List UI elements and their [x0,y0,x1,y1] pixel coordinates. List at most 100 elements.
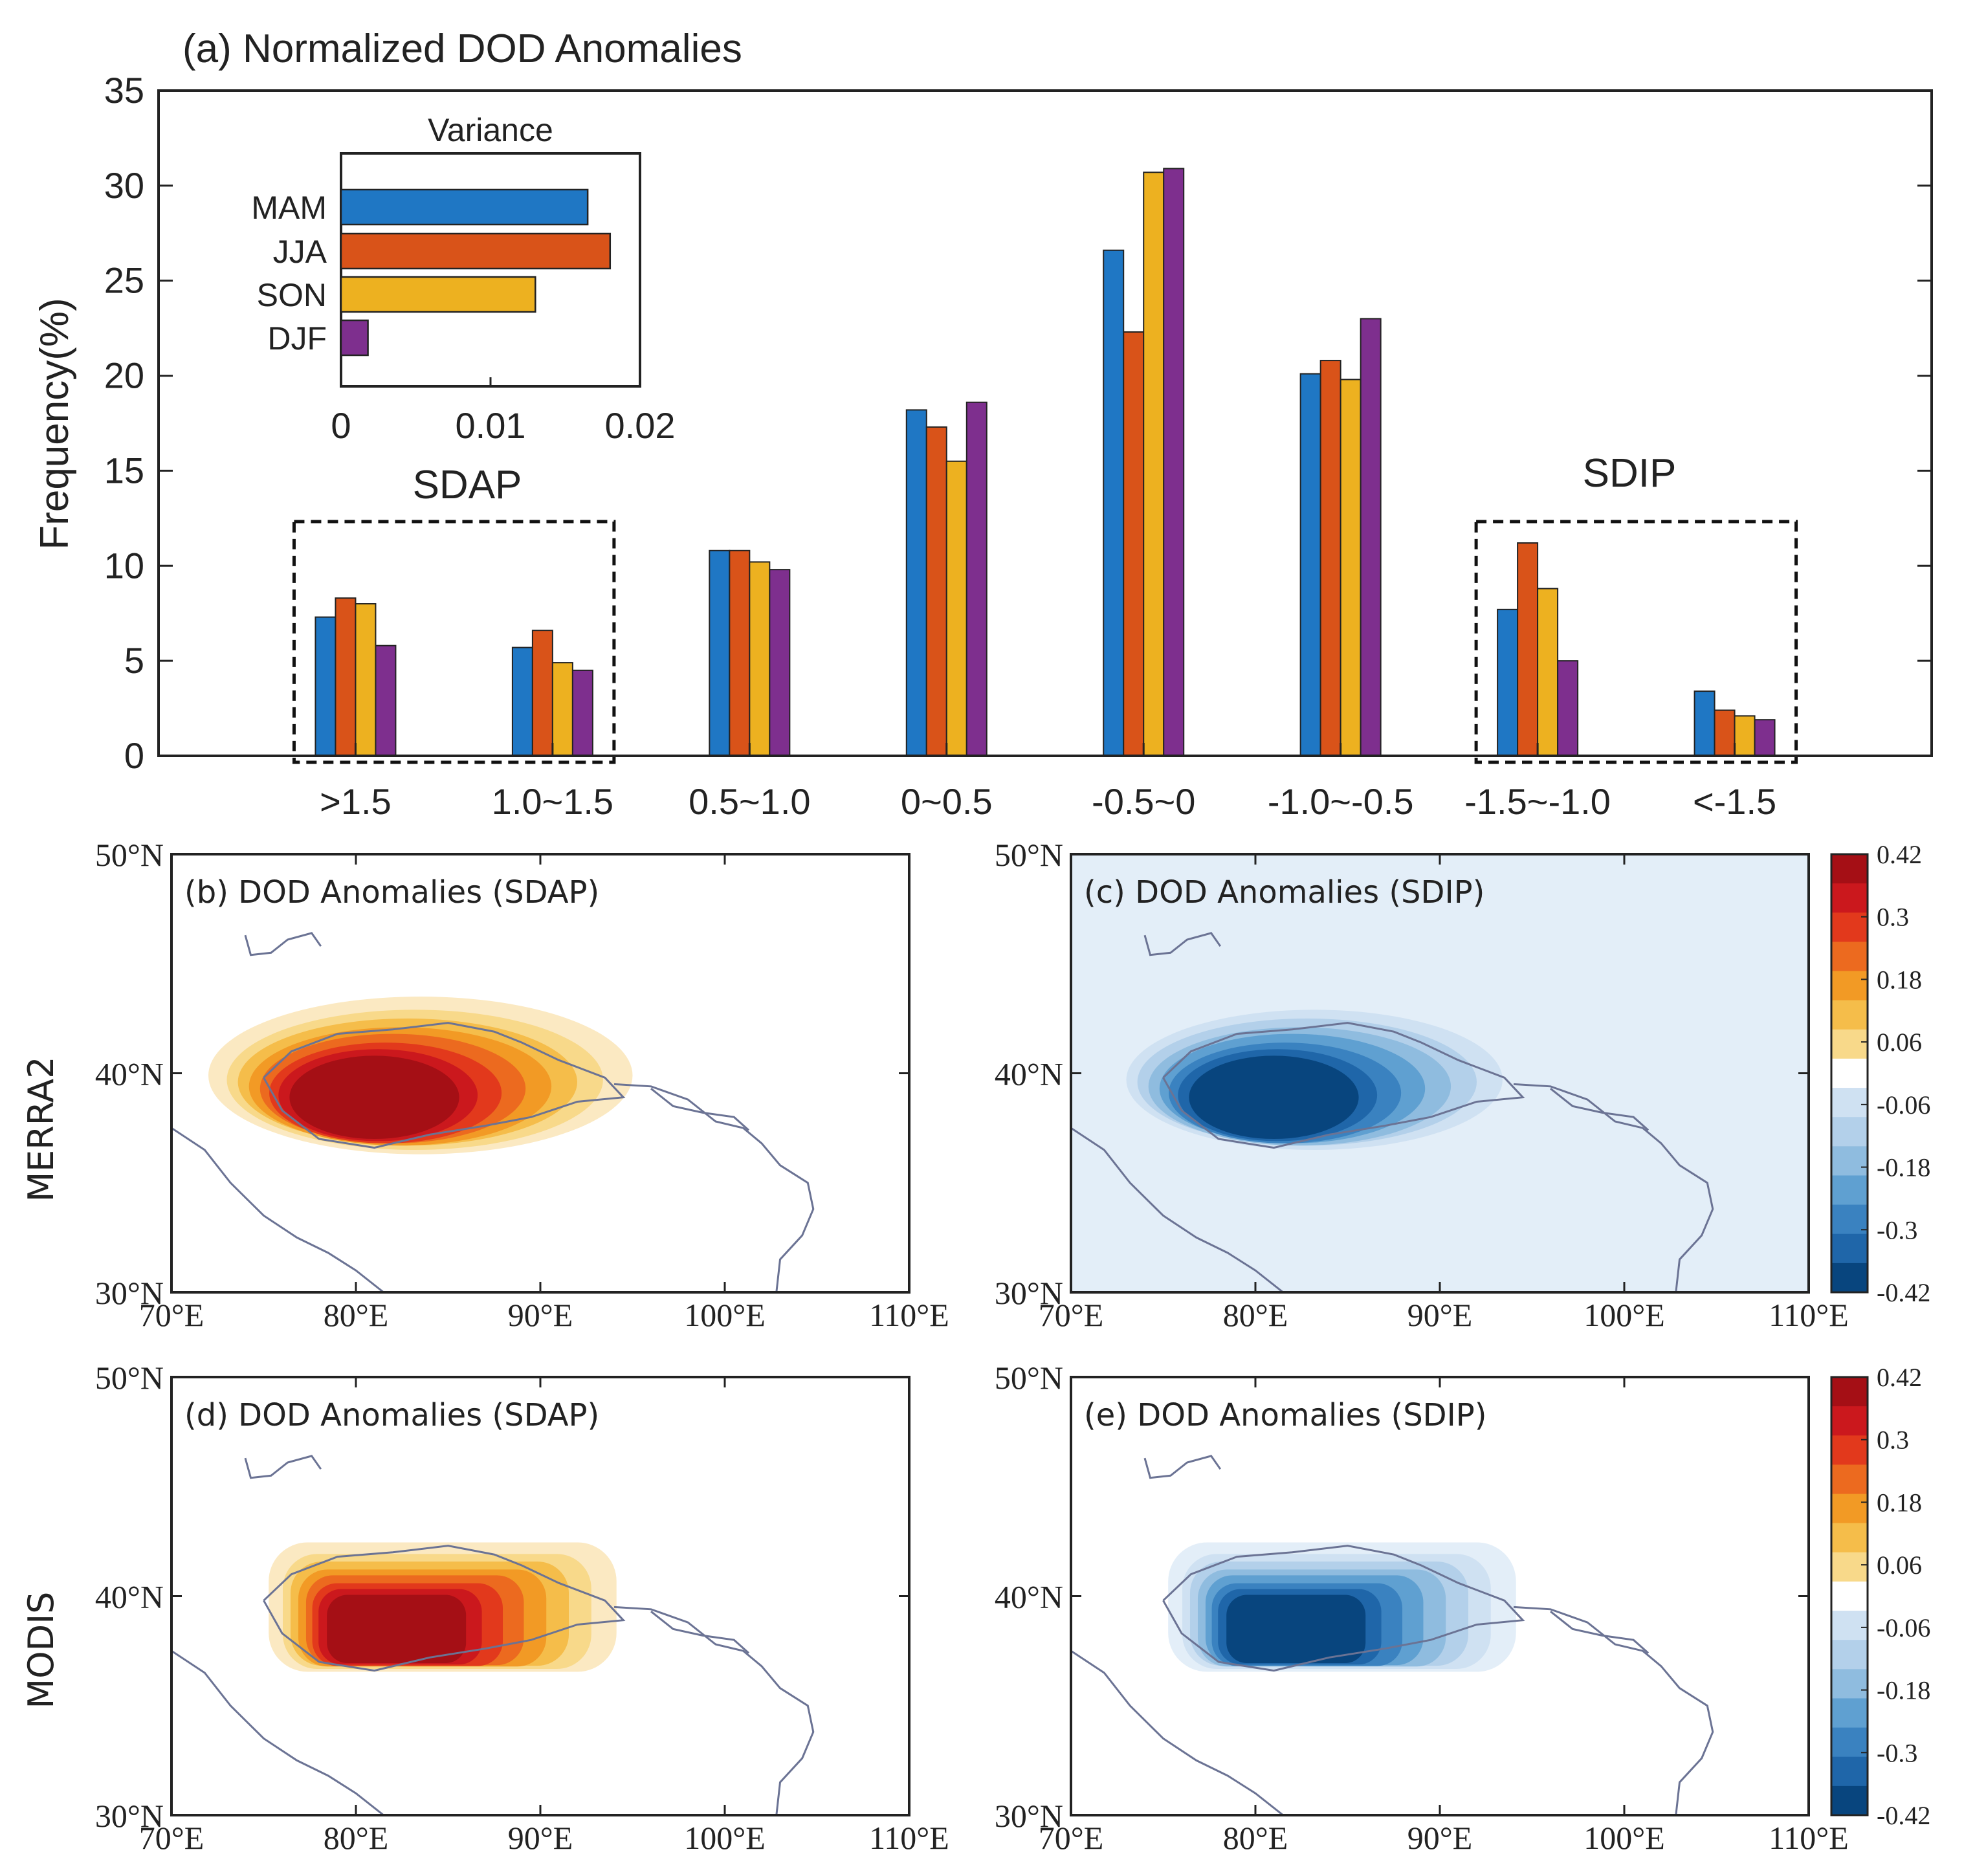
x-tick-label: 0.5~1.0 [689,781,810,822]
y-tick-label: 35 [104,70,144,111]
lat-tick-label: 50°N [95,837,164,873]
inset-x-tick-label: 0.02 [605,405,676,446]
terrain-contour [650,1088,749,1131]
colorbar-swatch [1831,1523,1868,1553]
y-tick-label: 10 [104,545,144,586]
map-panel-title: (b) DOD Anomalies (SDAP) [184,874,599,910]
terrain-contour [263,1022,626,1149]
colorbar-swatch [1831,1117,1868,1147]
bar-djf [1360,318,1382,756]
colorbar-tick-label: -0.3 [1877,1215,1917,1244]
x-tick-label: >1.5 [320,781,392,822]
bar-mam [1299,373,1321,756]
terrain-contour [1143,932,1222,956]
field-level [1189,1055,1359,1140]
colorbar-swatch [1831,912,1868,942]
bar-son [1537,588,1559,756]
map-panel-d: (d) DOD Anomalies (SDAP) 50°N 40°N 30°N70°E… [95,1360,949,1856]
y-tick-label: 25 [104,260,144,301]
terrain-contour [263,1545,626,1672]
y-axis-ticks: 0 5 10 15 20 25 30 35 [104,70,1932,776]
colorbar-swatch [1831,1263,1868,1293]
bar-mam [1103,249,1125,757]
lon-tick-label: 80°E [1223,1820,1288,1856]
inset-category-label: DJF [267,320,327,357]
colorbar-tick-label: 0.42 [1877,1363,1922,1392]
y-tick-label: 15 [104,450,144,491]
chart-title: (a) Normalized DOD Anomalies [182,27,742,71]
inset-category-label: SON [257,277,327,313]
y-axis-label: Frequency(%) [32,298,77,549]
map-field [171,854,909,1292]
bar-son [1734,715,1756,756]
bar-jja [531,630,553,756]
x-axis-ticks: >1.5 1.0~1.5 0.5~1.0 0~0.5 -0.5~0 -1.0~-0.5 -1… [320,743,1776,822]
lat-tick-label: 50°N [95,1360,164,1396]
inset-x-tick-label: 0 [331,405,351,446]
colorbar-swatch [1831,1640,1868,1670]
inset-bar-son [340,276,536,313]
terrain-contour [1513,1083,1714,1292]
map-panels: (b) DOD Anomalies (SDAP)50°N40°N30°N70°E… [95,837,1849,1856]
bar-djf [965,401,988,756]
lat-tick-label: 40°N [995,1579,1063,1615]
colorbar-swatch [1831,1233,1868,1264]
bar-son [945,460,967,756]
colorbar-swatch [1831,1175,1868,1206]
lon-tick-label: 110°E [1769,1820,1849,1856]
colorbar-swatch [1831,1029,1868,1059]
plot-frame [157,89,1933,757]
lon-tick-label: 80°E [1223,1297,1288,1333]
colorbar-swatch [1831,1785,1868,1816]
bar-son [1143,171,1165,757]
bar-jja [925,426,947,756]
map-field [1071,1377,1809,1815]
colorbar-swatch [1831,942,1868,972]
bar-jja [335,597,357,757]
bar-mam [905,409,927,756]
highlight-boxes [292,520,1798,764]
terrain-contour [650,1611,749,1654]
y-tick-label: 0 [124,735,144,776]
sdip-annotation: SDIP [1583,451,1677,496]
lon-tick-label: 70°E [1039,1297,1104,1333]
map-panel-c: (c) DOD Anomalies (SDIP) 50°N 40°N 30°N70°E… [995,837,1849,1333]
colorbar-swatch [1831,1698,1868,1728]
colorbar-swatch [1831,1406,1868,1436]
colorbar-tick-label: 0.06 [1877,1028,1922,1057]
map-panel-title: (c) DOD Anomalies (SDIP) [1084,874,1484,910]
inset-bar-jja [340,232,612,270]
terrain-contour [1550,1088,1650,1131]
terrain-contour [244,1455,322,1479]
map-panel-b: (b) DOD Anomalies (SDAP) 50°N 40°N 30°N70°E… [95,837,949,1333]
colorbar-tick-label: -0.42 [1877,1801,1930,1830]
colorbar-swatch [1831,1756,1868,1787]
terrain-contour [171,1650,384,1815]
bar-djf [1163,168,1185,756]
dashed-box [1474,520,1798,764]
map-panel-title: (d) DOD Anomalies (SDAP) [184,1397,599,1433]
bar-djf [769,569,791,756]
bar-series [314,168,1776,757]
lat-tick-label: 50°N [995,1360,1063,1396]
terrain-contour [613,1606,815,1815]
bar-jja [1319,360,1341,756]
terrain-contour [1550,1611,1650,1654]
bar-mam [1694,690,1716,756]
colorbar-swatch [1831,1494,1868,1524]
colorbar-swatch [1831,1088,1868,1118]
colorbar-tick-label: -0.3 [1877,1738,1917,1767]
colorbar-tick-label: 0.18 [1877,1488,1922,1517]
terrain-contour [1071,1127,1284,1292]
colorbar-frame [1830,853,1869,1294]
colorbar-swatch [1831,1435,1868,1465]
bar-djf [571,669,593,757]
bar-son [749,561,771,756]
bar-jja [1123,331,1145,756]
lat-tick-label: 40°N [95,1579,164,1615]
map-field [1071,854,1809,1292]
inset-bar-djf [340,319,369,357]
terrain-contour [613,1083,815,1292]
inset-bars: MAM JJA SON DJF 0 0.01 0.02 [251,188,676,446]
colorbar-swatch [1831,1611,1868,1640]
